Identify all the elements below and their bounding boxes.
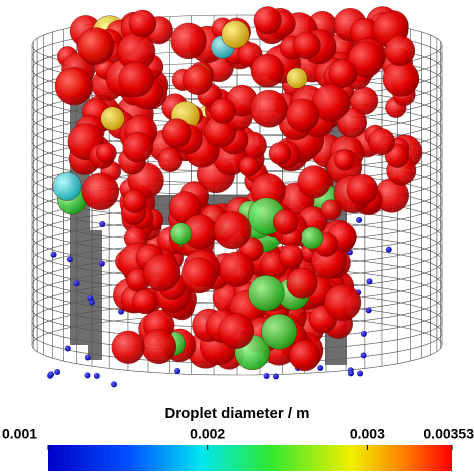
droplet [143,254,181,292]
droplet [81,172,120,211]
droplet [96,142,117,164]
droplet [253,6,282,35]
small-droplet [356,216,363,223]
colorbar-tick-label: 0.002 [190,426,225,442]
droplet [118,61,154,97]
small-droplet [366,278,373,285]
small-droplet [357,370,364,377]
droplet [268,142,292,165]
droplet [122,189,147,213]
droplet [218,313,254,349]
small-droplet [360,330,367,337]
droplet [286,267,318,299]
small-droplet [54,369,61,376]
small-droplet [66,256,73,263]
droplet [320,199,342,221]
droplet [161,118,192,149]
droplet [368,128,395,156]
droplet [54,67,94,106]
small-droplet [84,354,91,361]
colorbar-tick-label: 0.00353 [423,426,474,442]
small-droplet [365,307,372,314]
droplet [250,53,285,88]
droplet [141,329,177,364]
colorbar-ticks: 0.001 0.002 0.003 0.00353 [2,426,474,450]
small-droplet [84,372,91,379]
droplet [111,330,145,364]
droplet [248,274,285,312]
droplets [47,6,423,388]
small-droplet [385,246,392,253]
small-droplet [93,372,100,379]
small-droplet [99,221,106,228]
droplet [170,22,207,60]
droplet [293,31,321,60]
droplet [77,27,115,65]
droplet [250,89,288,128]
droplet [219,251,255,287]
droplet [286,67,308,89]
droplet [221,20,250,49]
droplet [181,257,217,294]
droplet [346,173,378,206]
droplet [122,132,153,163]
droplet [169,222,193,245]
small-droplet [272,373,279,380]
droplet [300,226,324,250]
small-droplet [347,370,354,377]
droplet [273,209,299,235]
droplet [100,106,125,131]
droplet [297,165,331,199]
droplet [328,59,357,88]
small-droplet [174,367,181,374]
small-droplet [48,371,55,378]
droplet [382,60,420,97]
droplet [238,156,260,177]
droplet [182,64,214,95]
colorbar-tick-label: 0.003 [350,426,385,442]
small-droplet [73,280,80,287]
droplet [334,149,355,171]
droplet [52,171,82,201]
baffle [88,230,102,360]
droplet [324,284,362,322]
small-droplet [360,352,367,359]
droplet [347,41,384,78]
colorbar-title: Droplet diameter / m [164,405,309,422]
droplet [210,98,236,124]
droplet [132,288,158,315]
droplet [213,211,252,250]
droplet [157,147,183,172]
droplet [384,35,416,67]
small-droplet [263,372,270,379]
droplet [128,9,157,38]
small-droplet [50,251,57,258]
small-droplet [110,381,117,388]
droplet [279,244,304,269]
small-droplet [64,345,71,352]
small-droplet [317,364,324,371]
colorbar-tick-label: 0.001 [2,426,37,442]
colorbar [48,445,452,471]
droplet [289,340,321,372]
small-droplet [98,260,105,267]
droplet [286,98,320,132]
small-droplet [87,295,94,302]
droplet [261,313,298,350]
